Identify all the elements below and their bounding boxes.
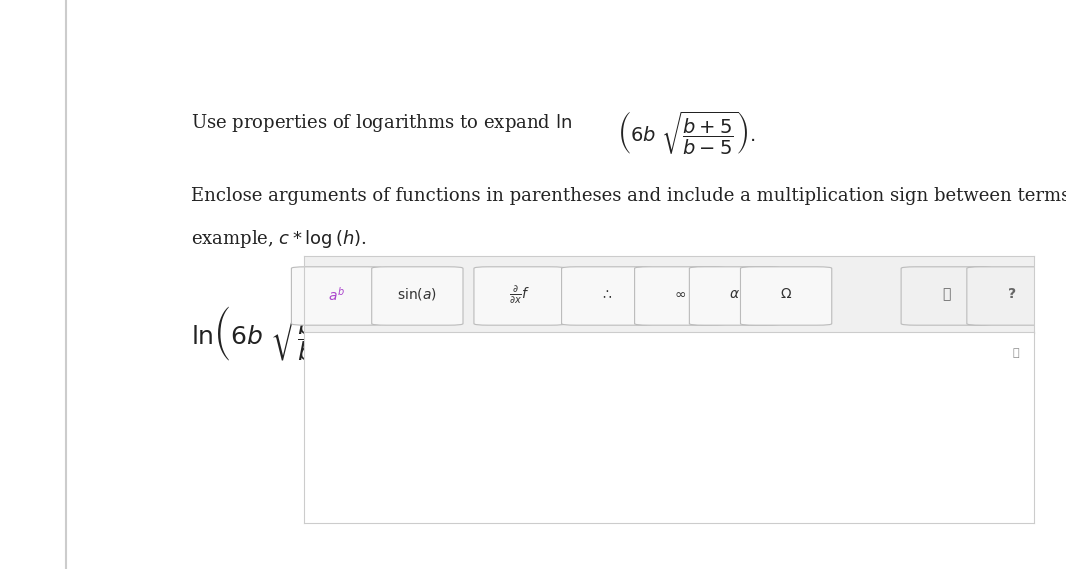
Text: 📄: 📄 bbox=[1013, 348, 1019, 357]
Text: $\alpha$: $\alpha$ bbox=[729, 287, 740, 302]
FancyBboxPatch shape bbox=[967, 267, 1059, 325]
Text: $\Omega$: $\Omega$ bbox=[779, 287, 792, 302]
Text: ?: ? bbox=[1008, 287, 1016, 302]
Text: $\sin(a)$: $\sin(a)$ bbox=[397, 286, 437, 303]
FancyBboxPatch shape bbox=[634, 267, 726, 325]
Text: 🗑: 🗑 bbox=[942, 287, 951, 302]
FancyBboxPatch shape bbox=[562, 267, 652, 325]
FancyBboxPatch shape bbox=[901, 267, 992, 325]
Text: $\ln\!\left( 6b\ \sqrt{\dfrac{b+5}{b-5}} \right) =$: $\ln\!\left( 6b\ \sqrt{\dfrac{b+5}{b-5}}… bbox=[191, 304, 407, 362]
Text: example, $c * \log\left(h\right)$.: example, $c * \log\left(h\right)$. bbox=[191, 228, 367, 250]
FancyBboxPatch shape bbox=[474, 267, 565, 325]
Text: $a^b$: $a^b$ bbox=[328, 286, 345, 303]
FancyBboxPatch shape bbox=[741, 267, 831, 325]
Text: Use properties of logarithms to expand $\ln$: Use properties of logarithms to expand $… bbox=[191, 112, 572, 134]
Text: $\therefore$: $\therefore$ bbox=[600, 287, 613, 302]
FancyBboxPatch shape bbox=[291, 267, 383, 325]
Text: $\infty$: $\infty$ bbox=[674, 287, 685, 302]
Text: Enclose arguments of functions in parentheses and include a multiplication sign : Enclose arguments of functions in parent… bbox=[191, 187, 1066, 205]
Text: $\frac{\partial}{\partial x}f$: $\frac{\partial}{\partial x}f$ bbox=[508, 283, 530, 306]
FancyBboxPatch shape bbox=[372, 267, 463, 325]
Text: $\left( 6b\ \sqrt{\dfrac{b+5}{b-5}} \right).$: $\left( 6b\ \sqrt{\dfrac{b+5}{b-5}} \rig… bbox=[616, 110, 755, 157]
FancyBboxPatch shape bbox=[690, 267, 780, 325]
